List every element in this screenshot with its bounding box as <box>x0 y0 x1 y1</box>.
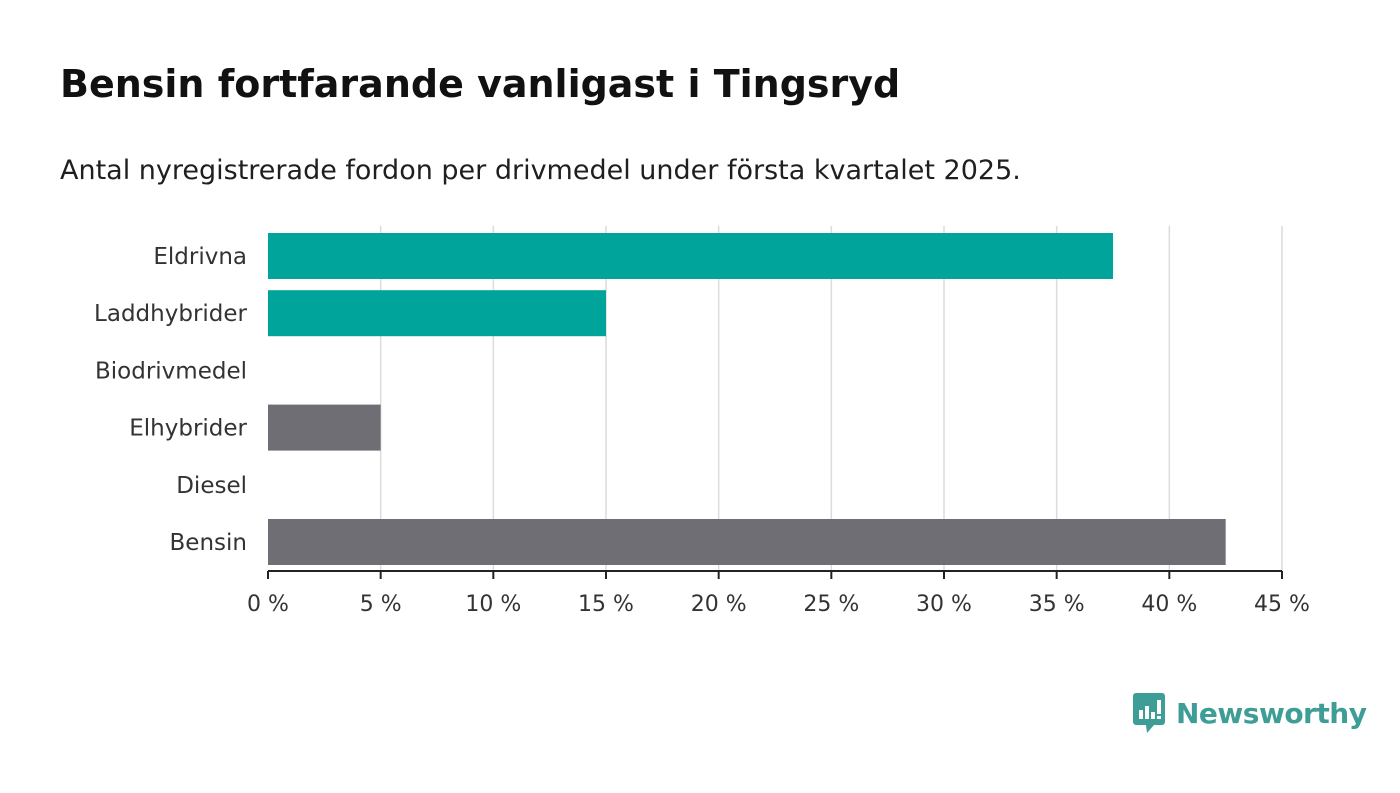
brand-name: Newsworthy <box>1176 696 1367 730</box>
newsworthy-logo-icon <box>1133 693 1165 733</box>
category-label: Laddhybrider <box>94 301 247 327</box>
x-tick-label: 0 % <box>247 592 289 617</box>
chart-title: Bensin fortfarande vanligast i Tingsryd <box>60 62 901 106</box>
category-label: Diesel <box>176 473 247 499</box>
bar-eldrivna <box>268 233 1113 279</box>
bar-bensin <box>268 519 1226 565</box>
x-tick-label: 40 % <box>1141 592 1197 617</box>
category-label: Bensin <box>170 530 247 556</box>
x-tick-label: 25 % <box>803 592 859 617</box>
category-label: Biodrivmedel <box>95 358 247 384</box>
category-labels: Eldrivna Laddhybrider Biodrivmedel Elhybrid… <box>94 244 247 556</box>
x-tick-label: 10 % <box>465 592 521 617</box>
brand: Newsworthy <box>1132 690 1367 736</box>
bar-laddhybrider <box>268 290 606 337</box>
bar-elhybrider <box>268 404 381 451</box>
bars <box>268 233 1226 565</box>
chart-subtitle: Antal nyregistrerade fordon per drivmede… <box>60 155 1021 186</box>
x-tick-label: 5 % <box>360 592 402 617</box>
category-label: Elhybrider <box>129 416 247 442</box>
gridlines <box>379 226 1283 571</box>
category-label: Eldrivna <box>153 244 247 270</box>
x-tick-label: 15 % <box>578 592 634 617</box>
x-tick-label: 35 % <box>1029 592 1085 617</box>
x-tick-label: 20 % <box>691 592 747 617</box>
x-tick-label: 45 % <box>1254 592 1310 617</box>
x-tick-label: 30 % <box>916 592 972 617</box>
x-axis: 0 % 5 % 10 % 15 % 20 % 25 % 30 % 35 % 40 % 45 % <box>247 570 1310 617</box>
